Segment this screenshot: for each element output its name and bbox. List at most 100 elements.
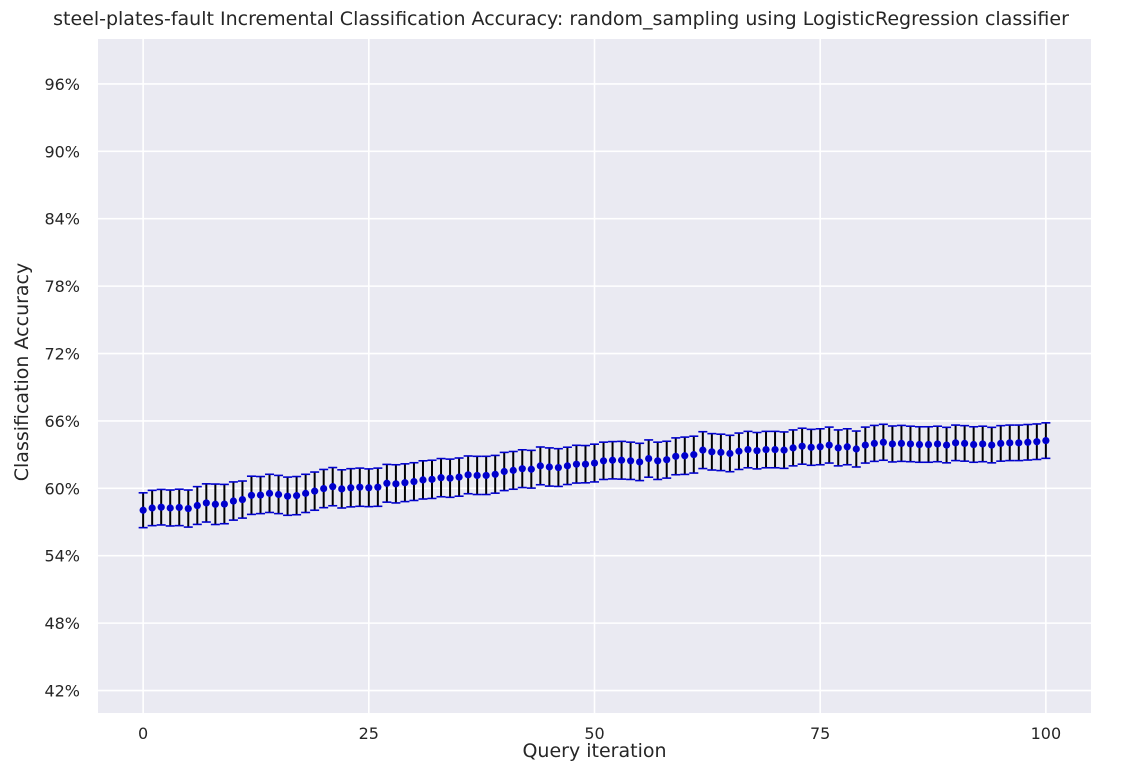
data-point bbox=[861, 441, 869, 449]
data-point bbox=[410, 477, 418, 486]
data-point bbox=[166, 504, 174, 512]
data-point bbox=[627, 457, 635, 465]
data-point bbox=[347, 484, 355, 492]
data-point bbox=[175, 503, 183, 512]
data-point bbox=[392, 480, 400, 488]
data-point bbox=[229, 497, 238, 505]
data-point bbox=[157, 503, 165, 511]
data-point bbox=[807, 443, 815, 451]
data-point bbox=[482, 471, 490, 480]
y-tick-label: 60% bbox=[44, 479, 80, 498]
data-point bbox=[572, 460, 581, 468]
data-point bbox=[383, 479, 391, 487]
data-point bbox=[997, 439, 1005, 447]
data-point bbox=[789, 444, 797, 452]
data-point bbox=[545, 463, 553, 471]
data-point bbox=[256, 491, 265, 499]
data-point bbox=[663, 456, 671, 464]
data-point bbox=[338, 485, 346, 493]
data-point bbox=[247, 491, 256, 499]
data-point bbox=[148, 504, 156, 512]
x-tick-label: 25 bbox=[359, 724, 379, 743]
data-point bbox=[527, 465, 535, 473]
data-point bbox=[1024, 438, 1032, 446]
data-point bbox=[843, 443, 851, 451]
data-point bbox=[202, 499, 210, 507]
data-point bbox=[979, 440, 987, 448]
data-point bbox=[735, 447, 743, 455]
data-point bbox=[302, 489, 310, 497]
data-point bbox=[211, 500, 219, 508]
data-point bbox=[726, 449, 734, 458]
data-point bbox=[293, 492, 301, 500]
data-point bbox=[356, 483, 364, 491]
data-point bbox=[274, 490, 283, 499]
data-point bbox=[961, 439, 969, 447]
y-tick-label: 84% bbox=[44, 210, 80, 229]
data-point bbox=[988, 441, 996, 449]
data-point bbox=[283, 492, 292, 500]
data-point bbox=[834, 444, 842, 452]
data-point bbox=[708, 448, 716, 456]
y-tick-label: 66% bbox=[44, 412, 80, 431]
data-point bbox=[608, 456, 617, 464]
data-point bbox=[455, 473, 463, 481]
data-point bbox=[1033, 438, 1041, 446]
data-point bbox=[816, 443, 824, 451]
data-point bbox=[906, 440, 915, 448]
data-point bbox=[464, 471, 472, 479]
chart-title: steel-plates-fault Incremental Classific… bbox=[53, 8, 1069, 30]
data-point bbox=[473, 471, 481, 480]
data-point bbox=[825, 441, 833, 449]
data-point bbox=[672, 452, 680, 460]
data-point bbox=[699, 446, 707, 454]
data-point bbox=[590, 459, 599, 467]
data-point bbox=[329, 483, 337, 491]
data-point bbox=[681, 452, 689, 460]
data-point bbox=[636, 458, 644, 466]
data-point bbox=[717, 448, 725, 456]
data-point bbox=[563, 462, 572, 470]
y-tick-label: 54% bbox=[44, 547, 80, 566]
y-tick-label: 42% bbox=[44, 682, 80, 701]
data-point bbox=[933, 440, 942, 448]
data-point bbox=[365, 484, 373, 492]
data-point bbox=[401, 479, 409, 487]
data-point bbox=[771, 445, 779, 454]
y-tick-label: 96% bbox=[44, 75, 80, 94]
data-point bbox=[554, 463, 562, 472]
data-point bbox=[428, 475, 436, 483]
x-axis-label: Query iteration bbox=[522, 740, 667, 762]
data-point bbox=[924, 440, 933, 449]
data-point bbox=[744, 445, 752, 454]
data-point bbox=[780, 446, 788, 454]
data-point bbox=[220, 500, 228, 508]
data-point bbox=[951, 439, 960, 447]
data-point bbox=[690, 451, 698, 459]
data-point bbox=[419, 476, 427, 484]
data-point bbox=[879, 438, 887, 446]
data-point bbox=[798, 442, 806, 450]
data-point bbox=[139, 506, 147, 514]
x-tick-label: 75 bbox=[810, 724, 830, 743]
x-tick-label: 0 bbox=[138, 724, 148, 743]
data-point bbox=[500, 467, 508, 476]
data-point bbox=[654, 457, 662, 465]
data-point bbox=[888, 440, 897, 448]
data-point bbox=[753, 447, 761, 455]
data-point bbox=[970, 440, 978, 449]
data-point bbox=[238, 495, 247, 504]
data-point bbox=[599, 457, 608, 465]
data-point bbox=[193, 501, 201, 510]
data-point bbox=[437, 474, 445, 482]
data-point bbox=[1006, 439, 1014, 447]
data-point bbox=[617, 456, 626, 464]
data-point bbox=[491, 470, 499, 478]
x-tick-label: 100 bbox=[1031, 724, 1062, 743]
data-point bbox=[1015, 439, 1023, 447]
data-point bbox=[265, 489, 274, 497]
data-point bbox=[762, 445, 770, 454]
data-point bbox=[446, 474, 454, 482]
data-point bbox=[870, 439, 878, 447]
